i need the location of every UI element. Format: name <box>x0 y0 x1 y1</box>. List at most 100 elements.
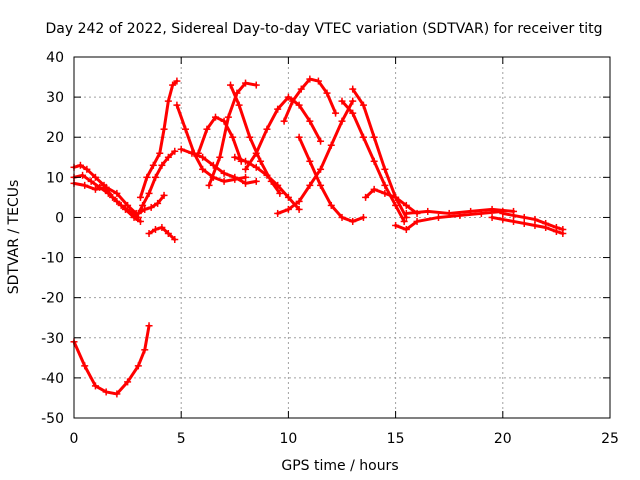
data-point <box>79 171 87 179</box>
data-point <box>147 203 155 211</box>
data-point <box>154 199 162 207</box>
data-point <box>242 165 250 173</box>
data-point <box>164 153 172 161</box>
series-line <box>244 95 323 171</box>
series-line <box>196 115 243 163</box>
y-tick-label: -20 <box>41 291 64 307</box>
data-point <box>203 125 211 133</box>
data-point <box>136 217 144 225</box>
series-arc-i <box>177 145 260 187</box>
y-tick-label: 30 <box>46 90 64 106</box>
data-point <box>141 205 149 213</box>
series-arc-e <box>145 223 179 244</box>
data-point <box>327 141 335 149</box>
series-line <box>72 173 142 223</box>
plot-frame <box>73 56 611 419</box>
data-point <box>252 149 260 157</box>
data-point <box>392 221 400 229</box>
data-point <box>257 157 265 165</box>
data-point <box>83 165 91 173</box>
data-series <box>70 75 567 398</box>
data-point <box>306 157 314 165</box>
y-tick-label: 20 <box>46 130 64 146</box>
data-point <box>542 219 550 227</box>
data-point <box>306 117 314 125</box>
data-point <box>76 161 84 169</box>
data-point <box>520 213 528 221</box>
data-point <box>252 177 260 185</box>
data-point <box>177 145 185 153</box>
data-point <box>402 201 410 209</box>
data-point <box>295 205 303 213</box>
data-point <box>295 197 303 205</box>
y-tick-label: -50 <box>41 411 64 427</box>
series-line <box>404 207 516 215</box>
data-point <box>171 236 179 244</box>
data-point <box>349 97 357 105</box>
data-point <box>424 207 432 215</box>
data-point <box>370 185 378 193</box>
series-arc-r <box>338 97 408 225</box>
data-point <box>349 85 357 93</box>
y-tick-label: 40 <box>46 50 64 66</box>
data-point <box>242 179 250 187</box>
data-point <box>499 215 507 223</box>
data-point <box>139 201 147 209</box>
data-point <box>510 211 518 219</box>
data-point <box>359 133 367 141</box>
data-point <box>132 213 140 221</box>
data-point <box>295 133 303 141</box>
data-point <box>164 97 172 105</box>
data-point <box>559 225 567 233</box>
data-point <box>314 77 322 85</box>
data-point <box>467 207 475 215</box>
data-point <box>91 382 99 390</box>
y-tick-label: 0 <box>55 210 64 226</box>
data-point <box>156 149 164 157</box>
series-arc-g <box>136 77 181 201</box>
data-point <box>531 221 539 229</box>
data-point <box>445 209 453 217</box>
data-point <box>212 113 220 121</box>
data-point <box>402 225 410 233</box>
data-point <box>362 193 370 201</box>
data-point <box>306 181 314 189</box>
data-point <box>284 193 292 201</box>
series-line <box>72 324 151 396</box>
series-arc-v <box>402 205 518 217</box>
data-point <box>338 213 346 221</box>
data-point <box>520 219 528 227</box>
data-point <box>510 217 518 225</box>
data-point <box>145 229 153 237</box>
data-point <box>317 181 325 189</box>
data-point <box>488 213 496 221</box>
data-point <box>274 209 282 217</box>
data-point <box>91 173 99 181</box>
x-tick-label: 20 <box>494 431 512 447</box>
y-tick-labels: -50 -40 -30 -20 -10 0 10 20 30 40 <box>41 50 64 427</box>
data-point <box>297 85 305 93</box>
data-point <box>145 322 153 330</box>
data-point <box>141 346 149 354</box>
data-point <box>81 362 89 370</box>
data-point <box>194 149 202 157</box>
data-point <box>242 157 250 165</box>
data-point <box>102 388 110 396</box>
data-point <box>359 101 367 109</box>
data-point <box>199 165 207 173</box>
x-tick-label: 5 <box>177 431 186 447</box>
data-point <box>323 89 331 97</box>
data-point <box>220 169 228 177</box>
data-point <box>124 378 132 386</box>
x-tick-label: 25 <box>601 431 619 447</box>
data-point <box>231 153 239 161</box>
data-point <box>276 189 284 197</box>
data-point <box>400 217 408 225</box>
y-axis-label: SDTVAR / TECUs <box>6 180 22 295</box>
data-point <box>392 193 400 201</box>
data-point <box>402 209 410 217</box>
data-point <box>359 213 367 221</box>
data-point <box>229 133 237 141</box>
series-arc-low <box>70 322 153 398</box>
data-point <box>284 205 292 213</box>
